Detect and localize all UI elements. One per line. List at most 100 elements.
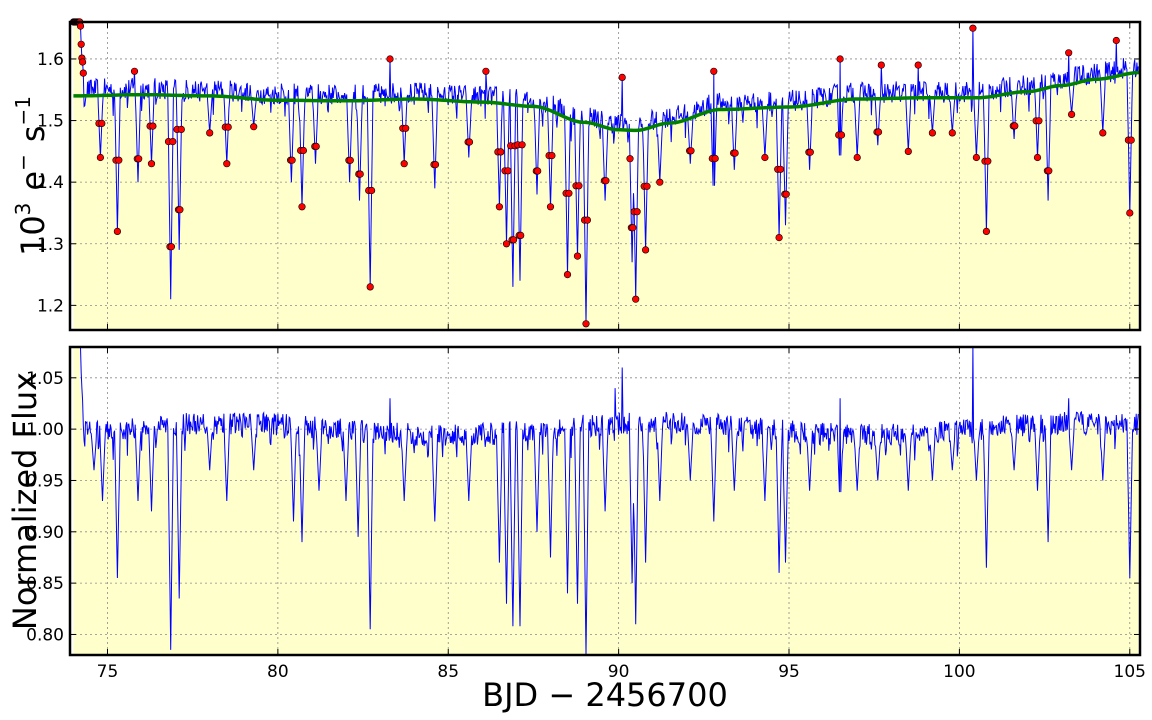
outlier-point	[509, 236, 518, 244]
x-axis-label: BJD − 2456700	[482, 676, 728, 714]
outlier-point	[776, 165, 785, 173]
outlier-point	[147, 160, 156, 168]
outlier-point	[366, 283, 374, 291]
outlier-point	[583, 216, 592, 224]
outlier-point	[517, 231, 525, 239]
outlier-point	[169, 138, 177, 146]
raw-flux-panel: 1.2 1.3 1.4 1.5 1.6 103 e− s−1	[11, 18, 1142, 332]
x-tick-label: 80	[267, 662, 289, 682]
outlier-point	[1033, 153, 1042, 162]
outlier-point	[482, 67, 490, 75]
outlier-point	[502, 240, 511, 248]
outlier-point	[1045, 167, 1053, 175]
outlier-point	[982, 227, 991, 235]
outlier-point	[534, 167, 542, 175]
outlier-point	[79, 69, 87, 77]
ylabel-unit2-sup: −1	[11, 96, 35, 125]
x-tick-label: 95	[778, 662, 800, 682]
outlier-point	[504, 167, 512, 175]
flux-line	[73, 346, 1139, 656]
outlier-point	[806, 148, 814, 156]
outlier-point	[113, 227, 121, 235]
outlier-point	[643, 182, 651, 190]
outlier-point	[775, 234, 783, 242]
outlier-point	[632, 295, 640, 303]
y-tick-label: 1.4	[37, 173, 64, 193]
outlier-point	[782, 190, 790, 198]
y-tick-label: 1.5	[37, 112, 64, 132]
outlier-point	[299, 146, 308, 155]
outlier-point	[836, 55, 844, 63]
outlier-point	[250, 123, 258, 131]
raw-flux-ticks: 1.2 1.3 1.4 1.5 1.6	[37, 22, 1140, 330]
outlier-point	[356, 170, 364, 178]
normalized-flux-panel: 75 80 85 90 95 100 105 0.80 0.85 0.90 0.95 1.00 1.05…	[6, 345, 1146, 682]
normalized-flux-ticks: 75 80 85 90 95 100 105 0.80 0.85 0.90 0.95 1.00 1.05	[26, 347, 1146, 682]
outlier-point	[948, 129, 956, 137]
x-tick-label: 75	[97, 662, 119, 682]
outlier-point	[874, 128, 883, 136]
outlier-point	[633, 208, 641, 216]
y-tick-label: 0.85	[26, 574, 64, 594]
ylabel-base: 10	[14, 215, 52, 256]
outlier-point	[626, 155, 634, 163]
outlier-point	[167, 243, 175, 251]
outlier-point	[177, 125, 185, 133]
outlier-point	[115, 156, 123, 164]
outlier-point	[711, 154, 719, 163]
outlier-point	[368, 186, 376, 195]
y-tick-label: 0.95	[26, 471, 64, 491]
x-tick-label: 85	[437, 662, 459, 682]
outlier-point	[837, 131, 846, 139]
y-tick-label: 1.05	[26, 369, 64, 389]
outlier-point	[914, 61, 922, 69]
outlier-point	[984, 157, 992, 165]
y-tick-label: 1.00	[26, 420, 64, 440]
outlier-point	[98, 119, 106, 127]
x-tick-label: 105	[1114, 662, 1146, 682]
x-tick-label: 100	[943, 662, 975, 682]
outlier-point	[1126, 209, 1134, 217]
outlier-point	[1127, 136, 1135, 144]
outlier-point	[176, 206, 184, 214]
outlier-point	[1035, 117, 1043, 125]
outlier-point	[402, 124, 410, 132]
normalized-flux-axes-frame	[68, 345, 1142, 657]
outlier-point	[928, 129, 937, 137]
outlier-point	[130, 67, 139, 75]
ylabel-unit1: e	[14, 171, 52, 191]
outlier-point	[710, 67, 718, 75]
outlier-point	[386, 55, 394, 63]
outlier-point	[495, 203, 504, 211]
outlier-point	[78, 58, 87, 66]
outlier-point	[602, 177, 610, 185]
outlier-point	[224, 123, 232, 131]
outlier-point	[1112, 36, 1120, 45]
outlier-point	[288, 156, 296, 164]
outlier-point	[346, 156, 354, 164]
outlier-point	[149, 122, 157, 130]
raw-flux-y-axis-label: 103 e− s−1	[11, 96, 52, 256]
outlier-point	[641, 246, 650, 254]
outlier-point	[687, 147, 695, 155]
outlier-point	[76, 22, 85, 30]
normalized-flux-series	[73, 346, 1139, 656]
outlier-points	[69, 18, 1135, 328]
outlier-point	[497, 148, 505, 156]
ylabel-unit1-sup: −	[11, 154, 35, 171]
outlier-point	[96, 153, 104, 162]
outlier-point	[563, 271, 572, 279]
outlier-point	[312, 142, 320, 150]
y-tick-label: 0.90	[26, 523, 64, 543]
outlier-point	[575, 182, 583, 190]
outlier-point	[518, 141, 526, 149]
y-tick-label: 1.3	[37, 235, 64, 255]
outlier-point	[656, 178, 664, 186]
outlier-point	[400, 160, 408, 168]
outlier-point	[431, 161, 440, 169]
outlier-point	[135, 155, 143, 163]
trend-series	[73, 70, 1141, 133]
outlier-point	[1099, 129, 1107, 137]
outlier-point	[1011, 122, 1019, 130]
ylabel-exp: 3	[11, 203, 35, 216]
